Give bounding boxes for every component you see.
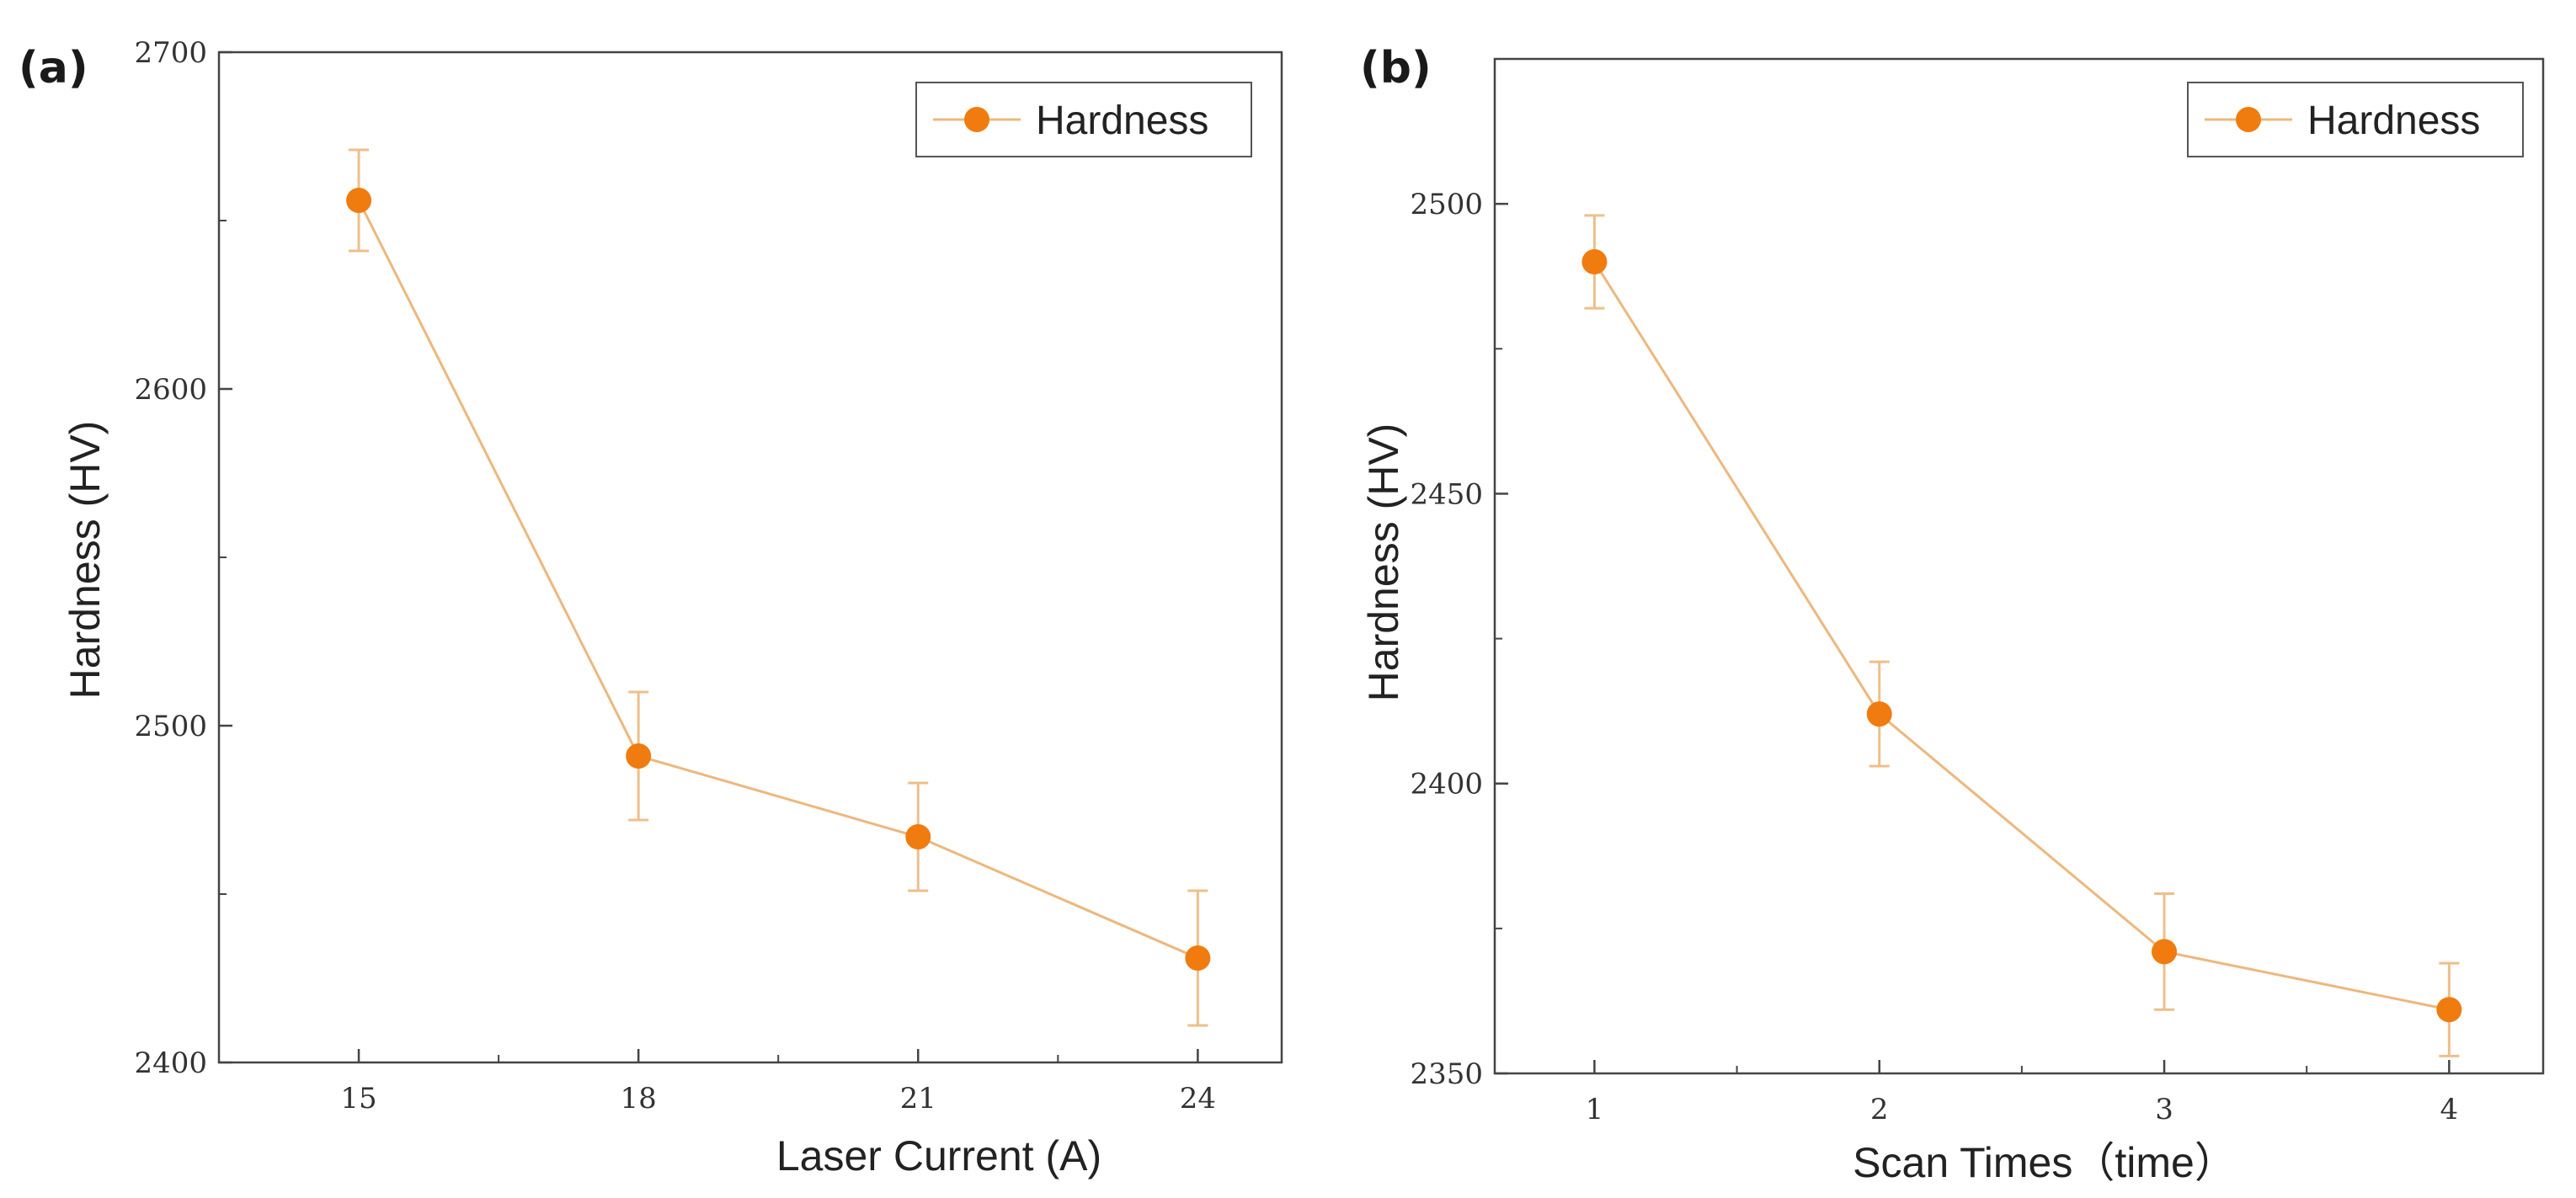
- panel-b-x-axis-title: Scan Times（time）: [1853, 1139, 2237, 1186]
- panel-a-x-tick-label: 24: [1180, 1082, 1216, 1115]
- panel-b-x-tick-label: 4: [2440, 1093, 2459, 1126]
- panel-b-plot-frame: [1493, 57, 2545, 1075]
- panel-a-series-line: [357, 200, 1198, 960]
- panel-b-y-tick-label: 2450: [1410, 477, 1483, 511]
- panel-a-y-tick-label: 2700: [134, 36, 207, 70]
- panel-b-legend-marker: [2236, 107, 2261, 132]
- panel-a-y-axis-title: Hardness (HV): [61, 421, 109, 700]
- panel-b-data-point: [2152, 939, 2178, 965]
- panel-b-x-tick-label: 1: [1586, 1093, 1604, 1126]
- panel-b-label: (b): [1360, 43, 1432, 93]
- panel-a-legend: Hardness: [915, 82, 1252, 157]
- panel-b-data-point: [1581, 249, 1608, 274]
- panel-a-x-tick-label: 21: [900, 1082, 936, 1115]
- panel-b-data-point: [1866, 701, 1892, 727]
- panel-a-x-tick-label: 15: [340, 1082, 376, 1115]
- panel-b-y-tick-label: 2350: [1410, 1057, 1483, 1091]
- panel-b-x-tick-label: 2: [1870, 1093, 1889, 1126]
- panel-b-y-tick-label: 2400: [1410, 768, 1483, 801]
- panel-a-y-tick-label: 2500: [134, 710, 207, 743]
- panel-a-label: (a): [19, 43, 88, 93]
- panel-b-y-tick-label: 2500: [1410, 188, 1483, 221]
- panel-b: (b) Scan Times（time） Hardness (HV) Hardn…: [1360, 43, 2545, 1186]
- panel-a-x-axis-title: Laser Current (A): [776, 1132, 1101, 1179]
- panel-a-data-point: [626, 743, 652, 769]
- panel-a: (a) Laser Current (A) Hardness (HV) Hard…: [19, 36, 1283, 1179]
- panel-b-legend: Hardness: [2187, 82, 2524, 157]
- panel-a-x-tick-label: 18: [621, 1082, 657, 1115]
- panel-a-data-point: [346, 188, 372, 213]
- panel-b-legend-label: Hardness: [2307, 99, 2480, 143]
- panel-a-data-point: [1185, 945, 1211, 971]
- panel-b-x-tick-label: 3: [2155, 1093, 2173, 1126]
- panel-a-y-tick-label: 2600: [134, 373, 207, 407]
- panel-a-legend-label: Hardness: [1036, 99, 1208, 143]
- panel-a-legend-marker: [964, 107, 989, 132]
- panel-b-data-point: [2436, 997, 2462, 1023]
- panel-a-data-point: [905, 824, 931, 849]
- panel-a-y-tick-label: 2400: [134, 1046, 207, 1080]
- panel-b-y-axis-title: Hardness (HV): [1360, 423, 1407, 702]
- panel-b-series-line: [1593, 261, 2450, 1011]
